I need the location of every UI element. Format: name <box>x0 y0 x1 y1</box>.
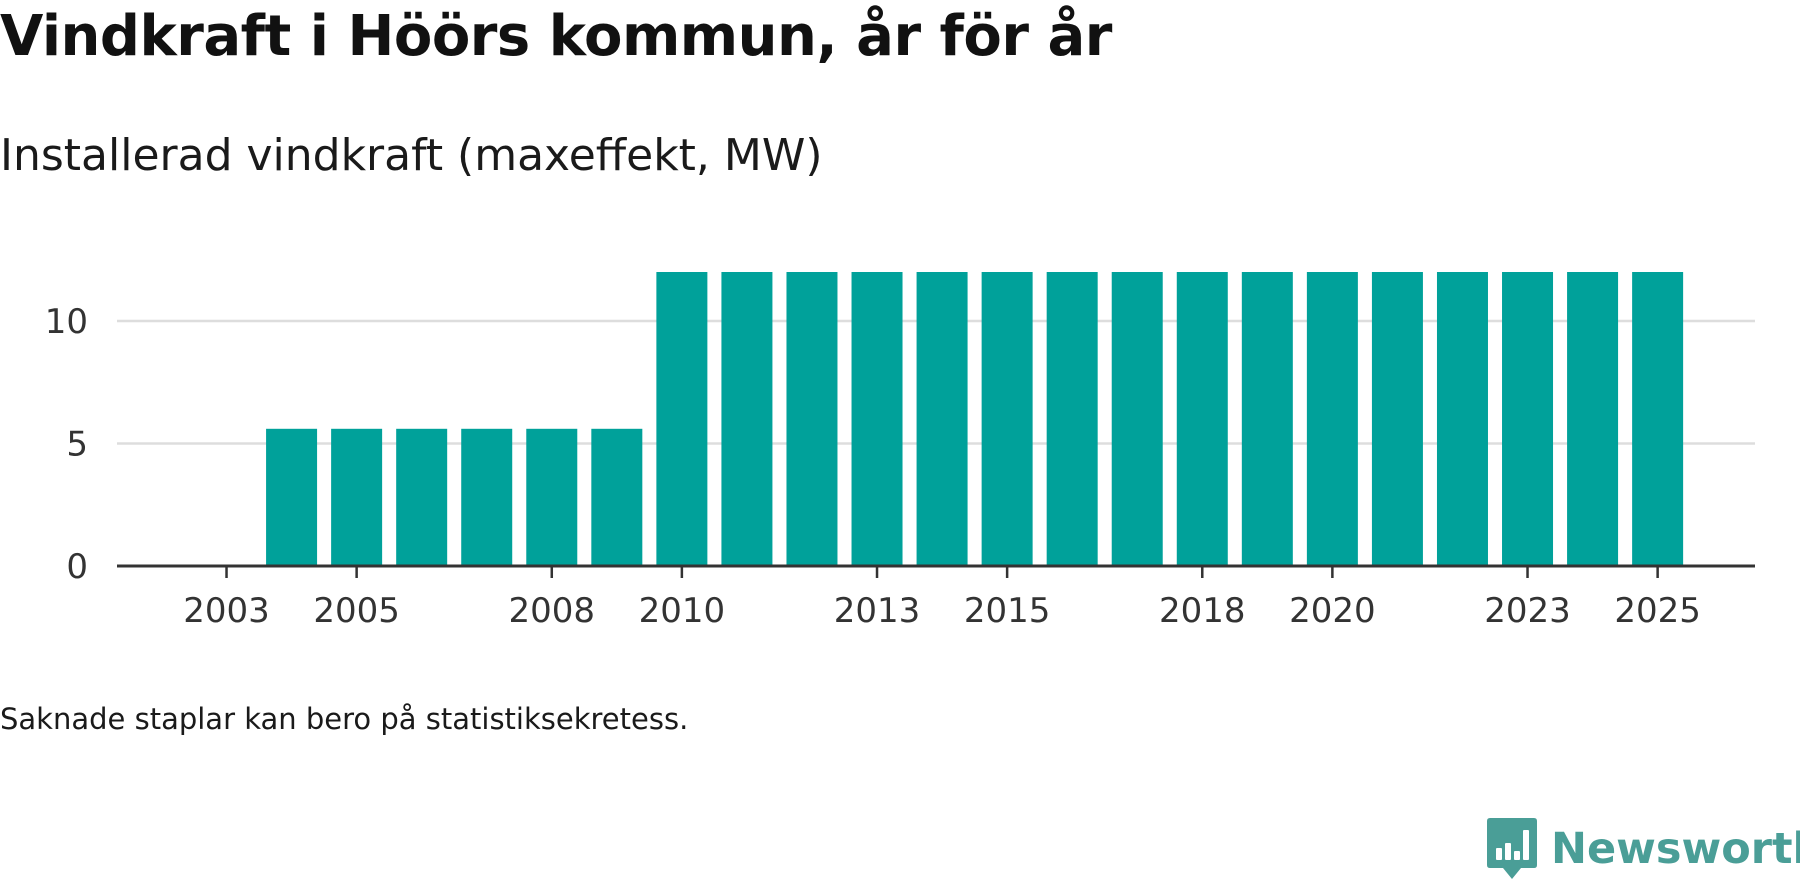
bar-2007 <box>461 428 513 566</box>
x-tick-label-2013: 2013 <box>834 591 921 631</box>
bar-2020 <box>1306 272 1358 566</box>
bar-2024 <box>1567 272 1619 566</box>
x-tick-label-2005: 2005 <box>313 591 400 631</box>
bar-2023 <box>1502 272 1554 566</box>
x-tick-label-2025: 2025 <box>1614 591 1701 631</box>
x-tick-label-2003: 2003 <box>183 591 270 631</box>
bar-2018 <box>1176 272 1228 566</box>
footnote: Saknade staplar kan bero på statistiksek… <box>0 702 689 736</box>
bar-2014 <box>916 272 968 566</box>
bar-2011 <box>721 272 773 566</box>
bar-2015 <box>981 272 1033 566</box>
bar-2009 <box>591 428 643 566</box>
chart-title: Vindkraft i Höörs kommun, år för år <box>0 4 1112 69</box>
bar-2006 <box>396 428 448 566</box>
bar-2019 <box>1241 272 1293 566</box>
bar-2004 <box>266 428 318 566</box>
bar-2016 <box>1046 272 1098 566</box>
bar-chart: 0 5 10 2003 2005 2008 2010 2013 2015 2018 2020 2023… <box>45 272 1755 631</box>
bar-2013 <box>851 272 903 566</box>
x-tick-label-2010: 2010 <box>639 591 726 631</box>
brand-logo[interactable]: Newsworthy <box>1487 818 1800 880</box>
x-tick-label-2020: 2020 <box>1289 591 1376 631</box>
bar-2022 <box>1436 272 1488 566</box>
bar-2017 <box>1111 272 1163 566</box>
x-tick-label-2008: 2008 <box>509 591 596 631</box>
bar-2005 <box>331 428 383 566</box>
bar-2021 <box>1371 272 1423 566</box>
bar-2008 <box>526 428 578 566</box>
y-tick-label-10: 10 <box>45 302 88 342</box>
y-tick-label-0: 0 <box>66 547 88 587</box>
bar-2010 <box>656 272 708 566</box>
newsworthy-logo-icon <box>1487 818 1537 879</box>
x-tick-label-2018: 2018 <box>1159 591 1246 631</box>
bar-2012 <box>786 272 838 566</box>
bar-2025 <box>1632 272 1684 566</box>
chart-subtitle: Installerad vindkraft (maxeffekt, MW) <box>0 130 823 181</box>
y-tick-label-5: 5 <box>66 425 88 465</box>
x-tick-label-2015: 2015 <box>964 591 1051 631</box>
x-tick-label-2023: 2023 <box>1484 591 1571 631</box>
brand-name: Newsworthy <box>1551 824 1800 874</box>
